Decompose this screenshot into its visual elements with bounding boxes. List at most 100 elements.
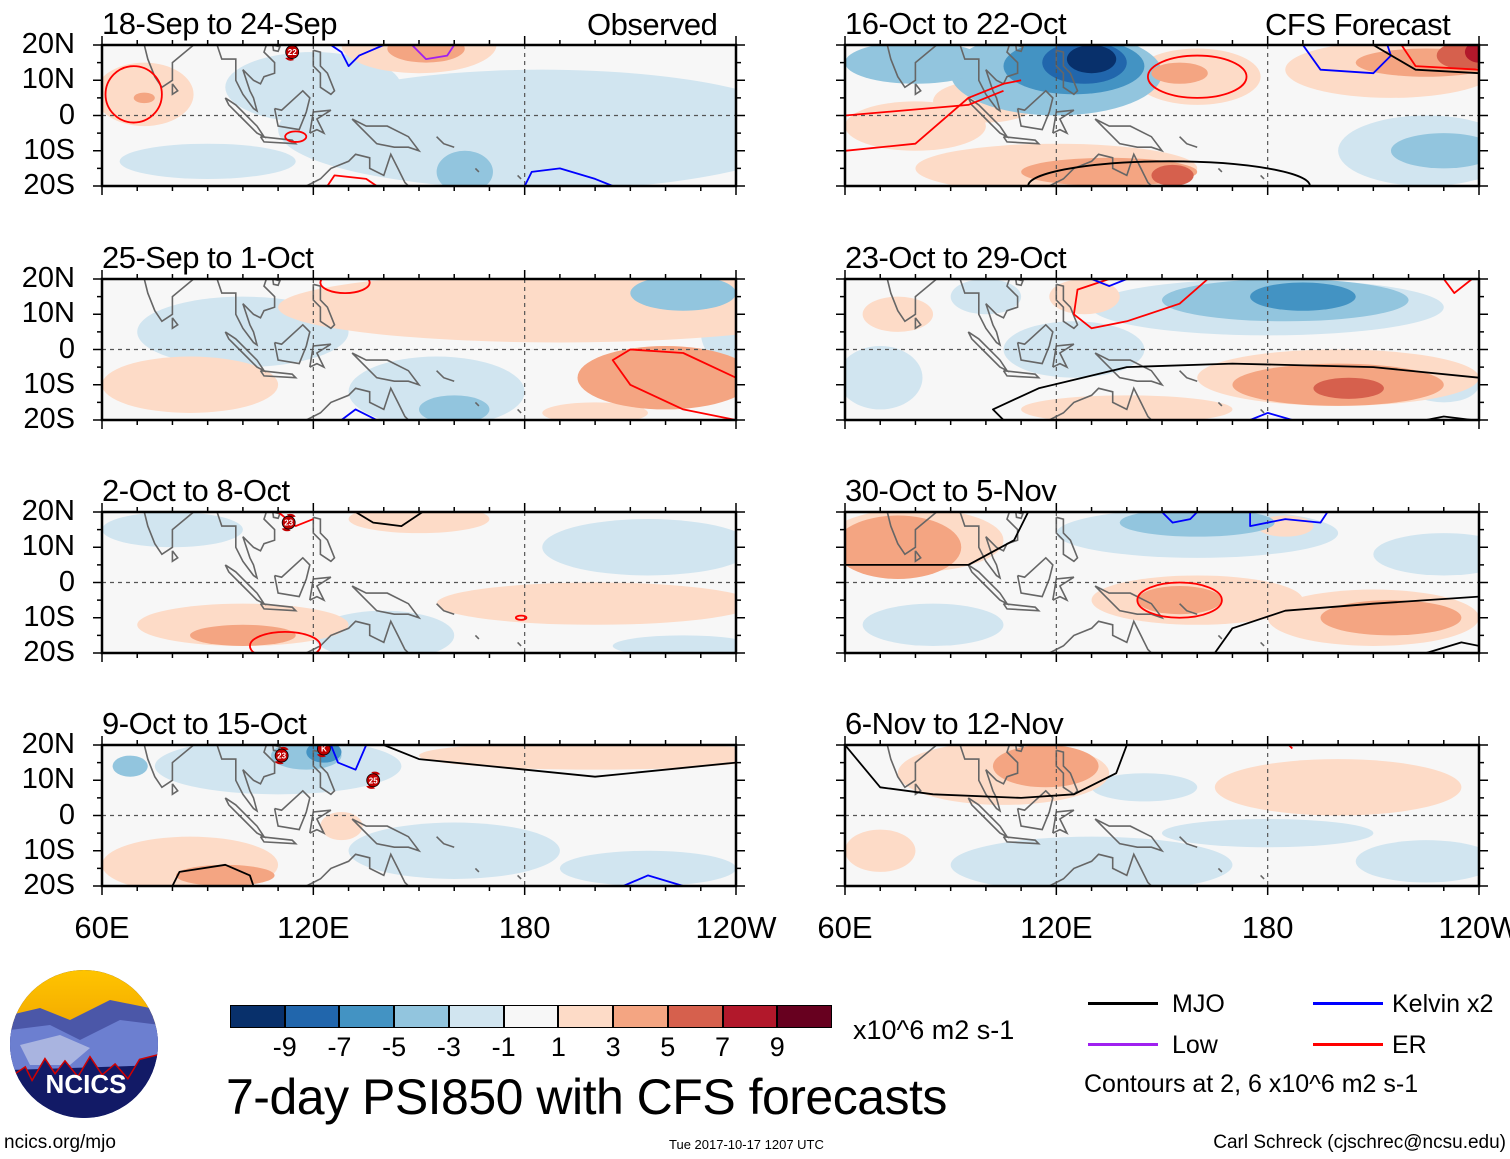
er-contour (319, 279, 371, 294)
coastline (312, 49, 336, 96)
anomaly-region (1066, 45, 1117, 74)
author-credit: Carl Schreck (cjschrec@ncsu.edu) (1213, 1132, 1506, 1153)
low-legend-line (1088, 1043, 1158, 1046)
panel-title: 2-Oct to 8-Oct (102, 473, 290, 508)
cyclone-circle (366, 773, 381, 788)
map-panel (836, 36, 1488, 195)
er-contour (284, 130, 308, 143)
anomaly-region (542, 519, 736, 576)
observed-label: Observed (587, 7, 718, 42)
anomaly-region (845, 515, 962, 579)
colorbar-label: -3 (436, 1032, 461, 1062)
coastline (1055, 516, 1079, 563)
coastline (351, 118, 422, 153)
latitude-label: 20N (21, 28, 75, 60)
kelvin-contour (523, 167, 614, 186)
colorbar-label: -1 (491, 1032, 516, 1062)
panel-title: 9-Oct to 15-Oct (102, 706, 307, 741)
coastline (351, 352, 422, 387)
coastline (1047, 619, 1153, 653)
colorbar-swatch (558, 1005, 614, 1028)
coastline (1217, 167, 1223, 173)
coastline (273, 789, 311, 831)
mjo-contour (845, 745, 1128, 799)
cyclone-circle (274, 748, 289, 763)
kelvin-contour (1091, 279, 1128, 287)
panel-title: 6-Nov to 12-Nov (845, 706, 1064, 741)
coastline (273, 556, 311, 598)
coastline (1016, 556, 1054, 598)
cyclone-icon (274, 746, 289, 765)
latitude-label: 10N (21, 530, 75, 563)
coastline (216, 279, 276, 347)
er-legend-label: ER (1392, 1031, 1427, 1059)
mjo-legend-label: MJO (1172, 990, 1225, 1018)
coastline (1002, 602, 1041, 612)
coastline (1094, 818, 1165, 853)
figure-title: 7-day PSI850 with CFS forecasts (226, 1069, 947, 1125)
er-contour (1443, 279, 1473, 295)
longitude-label: 60E (817, 910, 873, 945)
coastline (1179, 136, 1198, 148)
kelvin-contour (330, 745, 368, 771)
cyclone-icon (316, 753, 326, 758)
longitude-label: 180 (1241, 910, 1294, 945)
coastline (1047, 852, 1153, 886)
source-url[interactable]: ncics.org/mjo (4, 1132, 116, 1153)
map-field: 23 (102, 494, 736, 653)
anomaly-region (348, 822, 560, 879)
anomaly-region (436, 582, 736, 625)
coastline (967, 331, 1010, 373)
coastline (914, 317, 922, 330)
coastline (1179, 370, 1198, 382)
colorbar-swatch (667, 1005, 723, 1028)
cyclone-icon (366, 771, 381, 789)
anomaly-region (862, 603, 1004, 646)
longitude-label: 120E (1020, 910, 1093, 945)
timestamp: Tue 2017-10-17 1207 UTC (669, 1137, 824, 1152)
coastline (314, 494, 319, 505)
coastline (1057, 494, 1062, 505)
er-contour (1400, 45, 1479, 71)
kelvin-contour (330, 45, 385, 68)
coastline (1002, 835, 1041, 845)
coastline (314, 727, 319, 738)
latitude-label: 0 (58, 798, 75, 831)
anomaly-region (387, 45, 465, 63)
latitude-label: 20N (21, 495, 75, 527)
coastline (885, 745, 939, 789)
coastline (1217, 867, 1223, 873)
map-field (845, 279, 1479, 420)
coastline (273, 323, 311, 365)
kelvin-contour (1249, 411, 1293, 420)
er-contour (1147, 54, 1248, 99)
coastline (959, 745, 1019, 813)
coastline (474, 867, 480, 873)
coastline (259, 369, 298, 379)
anomaly-region (542, 402, 648, 420)
anomaly-region (436, 150, 493, 186)
anomaly-region (1320, 600, 1462, 636)
colorbar-label: 3 (605, 1032, 621, 1062)
map-field: 23 K 25 (102, 727, 736, 886)
latitude-label: 20S (23, 169, 75, 201)
anomaly-region (1137, 586, 1222, 615)
coastline (312, 516, 336, 563)
map-field (102, 279, 736, 420)
colorbar-swatch (339, 1005, 395, 1028)
coastline (885, 512, 939, 556)
coastline (259, 135, 298, 145)
anomaly-region (1151, 62, 1208, 84)
panel-title: 23-Oct to 29-Oct (845, 240, 1067, 275)
coastline (273, 89, 311, 131)
er-contour (249, 630, 322, 653)
coastline (474, 634, 480, 640)
map-field (845, 494, 1479, 653)
coastline (1260, 641, 1265, 647)
coastline (1016, 89, 1054, 131)
anomaly-region (1151, 164, 1194, 186)
coastline (474, 167, 480, 173)
latitude-label: 10S (23, 600, 75, 633)
anomaly-region (419, 395, 490, 420)
cyclone-label: 22 (288, 48, 297, 57)
